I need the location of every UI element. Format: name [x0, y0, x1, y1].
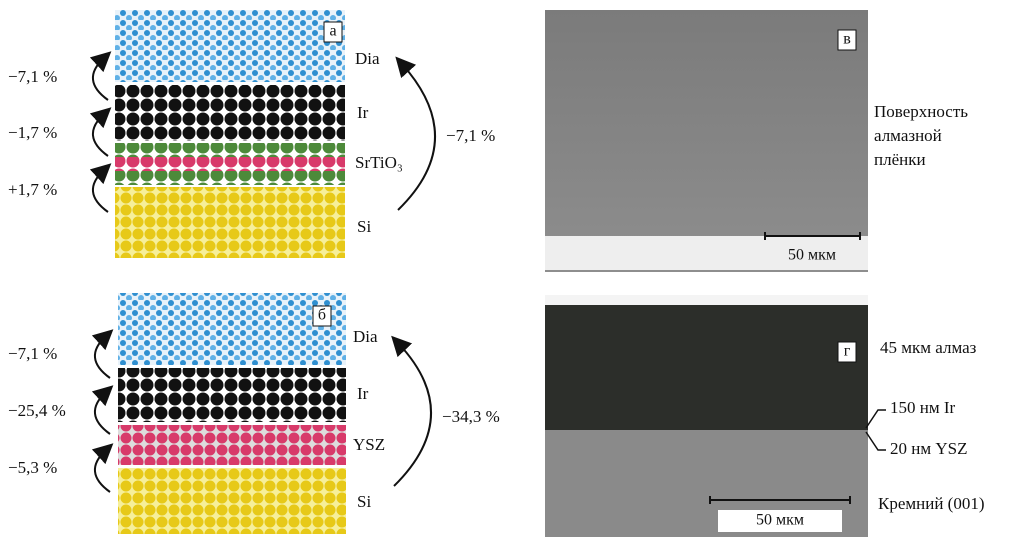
- panel-letter: б: [318, 307, 326, 324]
- strain-label: −1,7 %: [8, 123, 57, 142]
- si-layer: [115, 187, 345, 258]
- layer-label: YSZ: [353, 435, 385, 454]
- arrow: [93, 58, 108, 100]
- strain-label: −25,4 %: [8, 401, 66, 420]
- panel-letter: г: [844, 343, 851, 360]
- panel-letter: а: [329, 23, 336, 40]
- strain-label: −7,1 %: [8, 67, 57, 86]
- diamond-layer: [545, 305, 868, 430]
- arrow: [95, 336, 110, 378]
- caption-line: плёнки: [874, 150, 926, 169]
- o-layer: [115, 171, 345, 185]
- top-edge: [545, 295, 868, 305]
- ysz-layer: [118, 425, 346, 465]
- layer-label: Ir: [357, 103, 369, 122]
- layer-label: 45 мкм алмаз: [880, 338, 977, 357]
- arrow: [95, 392, 110, 434]
- layer-label: Si: [357, 217, 371, 236]
- strain-label: −7,1 %: [8, 344, 57, 363]
- strain-label: −5,3 %: [8, 458, 57, 477]
- panel-letter: в: [843, 31, 851, 48]
- layer-label: Dia: [355, 49, 380, 68]
- arrow: [398, 64, 435, 210]
- scale-label: 50 мкм: [788, 247, 836, 264]
- arrow: [95, 450, 110, 492]
- arrow: [93, 170, 108, 212]
- leader-lines: [866, 410, 886, 450]
- strain-label: −34,3 %: [442, 407, 500, 426]
- dia-layer: [115, 10, 345, 82]
- o-layer: [115, 143, 345, 157]
- ir-layer: [118, 368, 346, 422]
- layer-label: SrTiO₃: [355, 153, 403, 172]
- arrow: [394, 343, 431, 486]
- caption-line: алмазной: [874, 126, 942, 145]
- body: а Dia Ir SrTiO₃ Si −7,1 % −1,7 % +1,7 % …: [0, 0, 1015, 537]
- layer-label: 20 нм YSZ: [890, 439, 967, 458]
- sr-layer: [115, 157, 345, 171]
- strain-label: −7,1 %: [446, 126, 495, 145]
- layer-label: Si: [357, 492, 371, 511]
- panel-g: г 50 мкм 45 мкм алмаз 150 нм Ir 20 нм YS…: [545, 295, 985, 537]
- layer-label: 150 нм Ir: [890, 398, 956, 417]
- layer-label: Dia: [353, 327, 378, 346]
- figure: а Dia Ir SrTiO₃ Si −7,1 % −1,7 % +1,7 % …: [0, 0, 1015, 537]
- strain-label: +1,7 %: [8, 180, 57, 199]
- layer-label: Ir: [357, 384, 369, 403]
- caption-line: Поверхность: [874, 102, 968, 121]
- panel-b: б Dia Ir YSZ Si −7,1 % −25,4 % −5,3 % −3…: [8, 293, 500, 534]
- panel-v: в 50 мкм Поверхность алмазной плёнки: [545, 10, 968, 272]
- arrow: [93, 114, 108, 156]
- scale-label: 50 мкм: [756, 512, 804, 529]
- si-layer: [118, 468, 346, 534]
- dia-layer: [118, 293, 346, 365]
- ir-layer: [115, 85, 345, 141]
- panel-a: а Dia Ir SrTiO₃ Si −7,1 % −1,7 % +1,7 % …: [8, 10, 495, 258]
- page: Figure {"panel_a": {"letter": "а", "laye…: [0, 0, 1015, 537]
- sem-image: [545, 10, 868, 272]
- layer-label: Кремний (001): [878, 494, 985, 513]
